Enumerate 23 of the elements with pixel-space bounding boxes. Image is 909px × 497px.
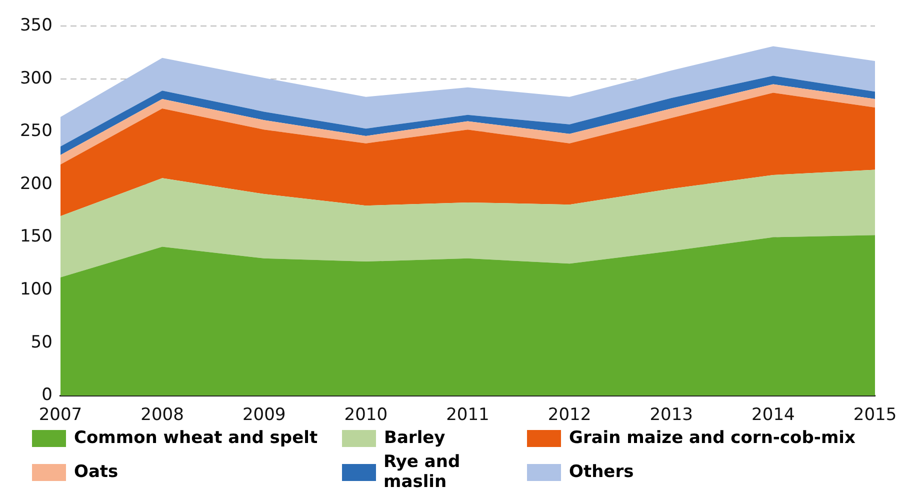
y-tick-label: 350 bbox=[20, 16, 52, 36]
y-tick-label: 100 bbox=[20, 279, 52, 300]
x-tick-label: 2015 bbox=[853, 405, 897, 426]
legend-label: Common wheat and spelt bbox=[74, 428, 318, 448]
y-tick-label: 50 bbox=[30, 332, 52, 352]
x-tick-label: 2011 bbox=[446, 405, 490, 426]
x-tick-label: 2008 bbox=[140, 405, 184, 426]
y-tick-label: 250 bbox=[20, 121, 52, 142]
y-tick-label: 200 bbox=[20, 174, 52, 194]
legend-label: Others bbox=[569, 462, 634, 482]
x-tick-label: 2014 bbox=[752, 405, 795, 426]
legend-label: Rye and maslin bbox=[384, 452, 462, 492]
x-tick-label: 2012 bbox=[548, 405, 592, 426]
y-tick-label: 150 bbox=[20, 226, 52, 247]
legend-label: Oats bbox=[74, 462, 118, 482]
y-tick-label: 300 bbox=[20, 68, 52, 88]
x-tick-label: 2013 bbox=[650, 405, 693, 426]
x-tick-label: 2009 bbox=[242, 405, 286, 426]
y-tick-label: 0 bbox=[42, 385, 52, 406]
legend-label: Barley bbox=[384, 428, 446, 448]
x-tick-label: 2010 bbox=[344, 405, 388, 426]
legend-label: Grain maize and corn-cob-mix bbox=[569, 428, 856, 448]
x-tick-label: 2007 bbox=[38, 405, 82, 426]
